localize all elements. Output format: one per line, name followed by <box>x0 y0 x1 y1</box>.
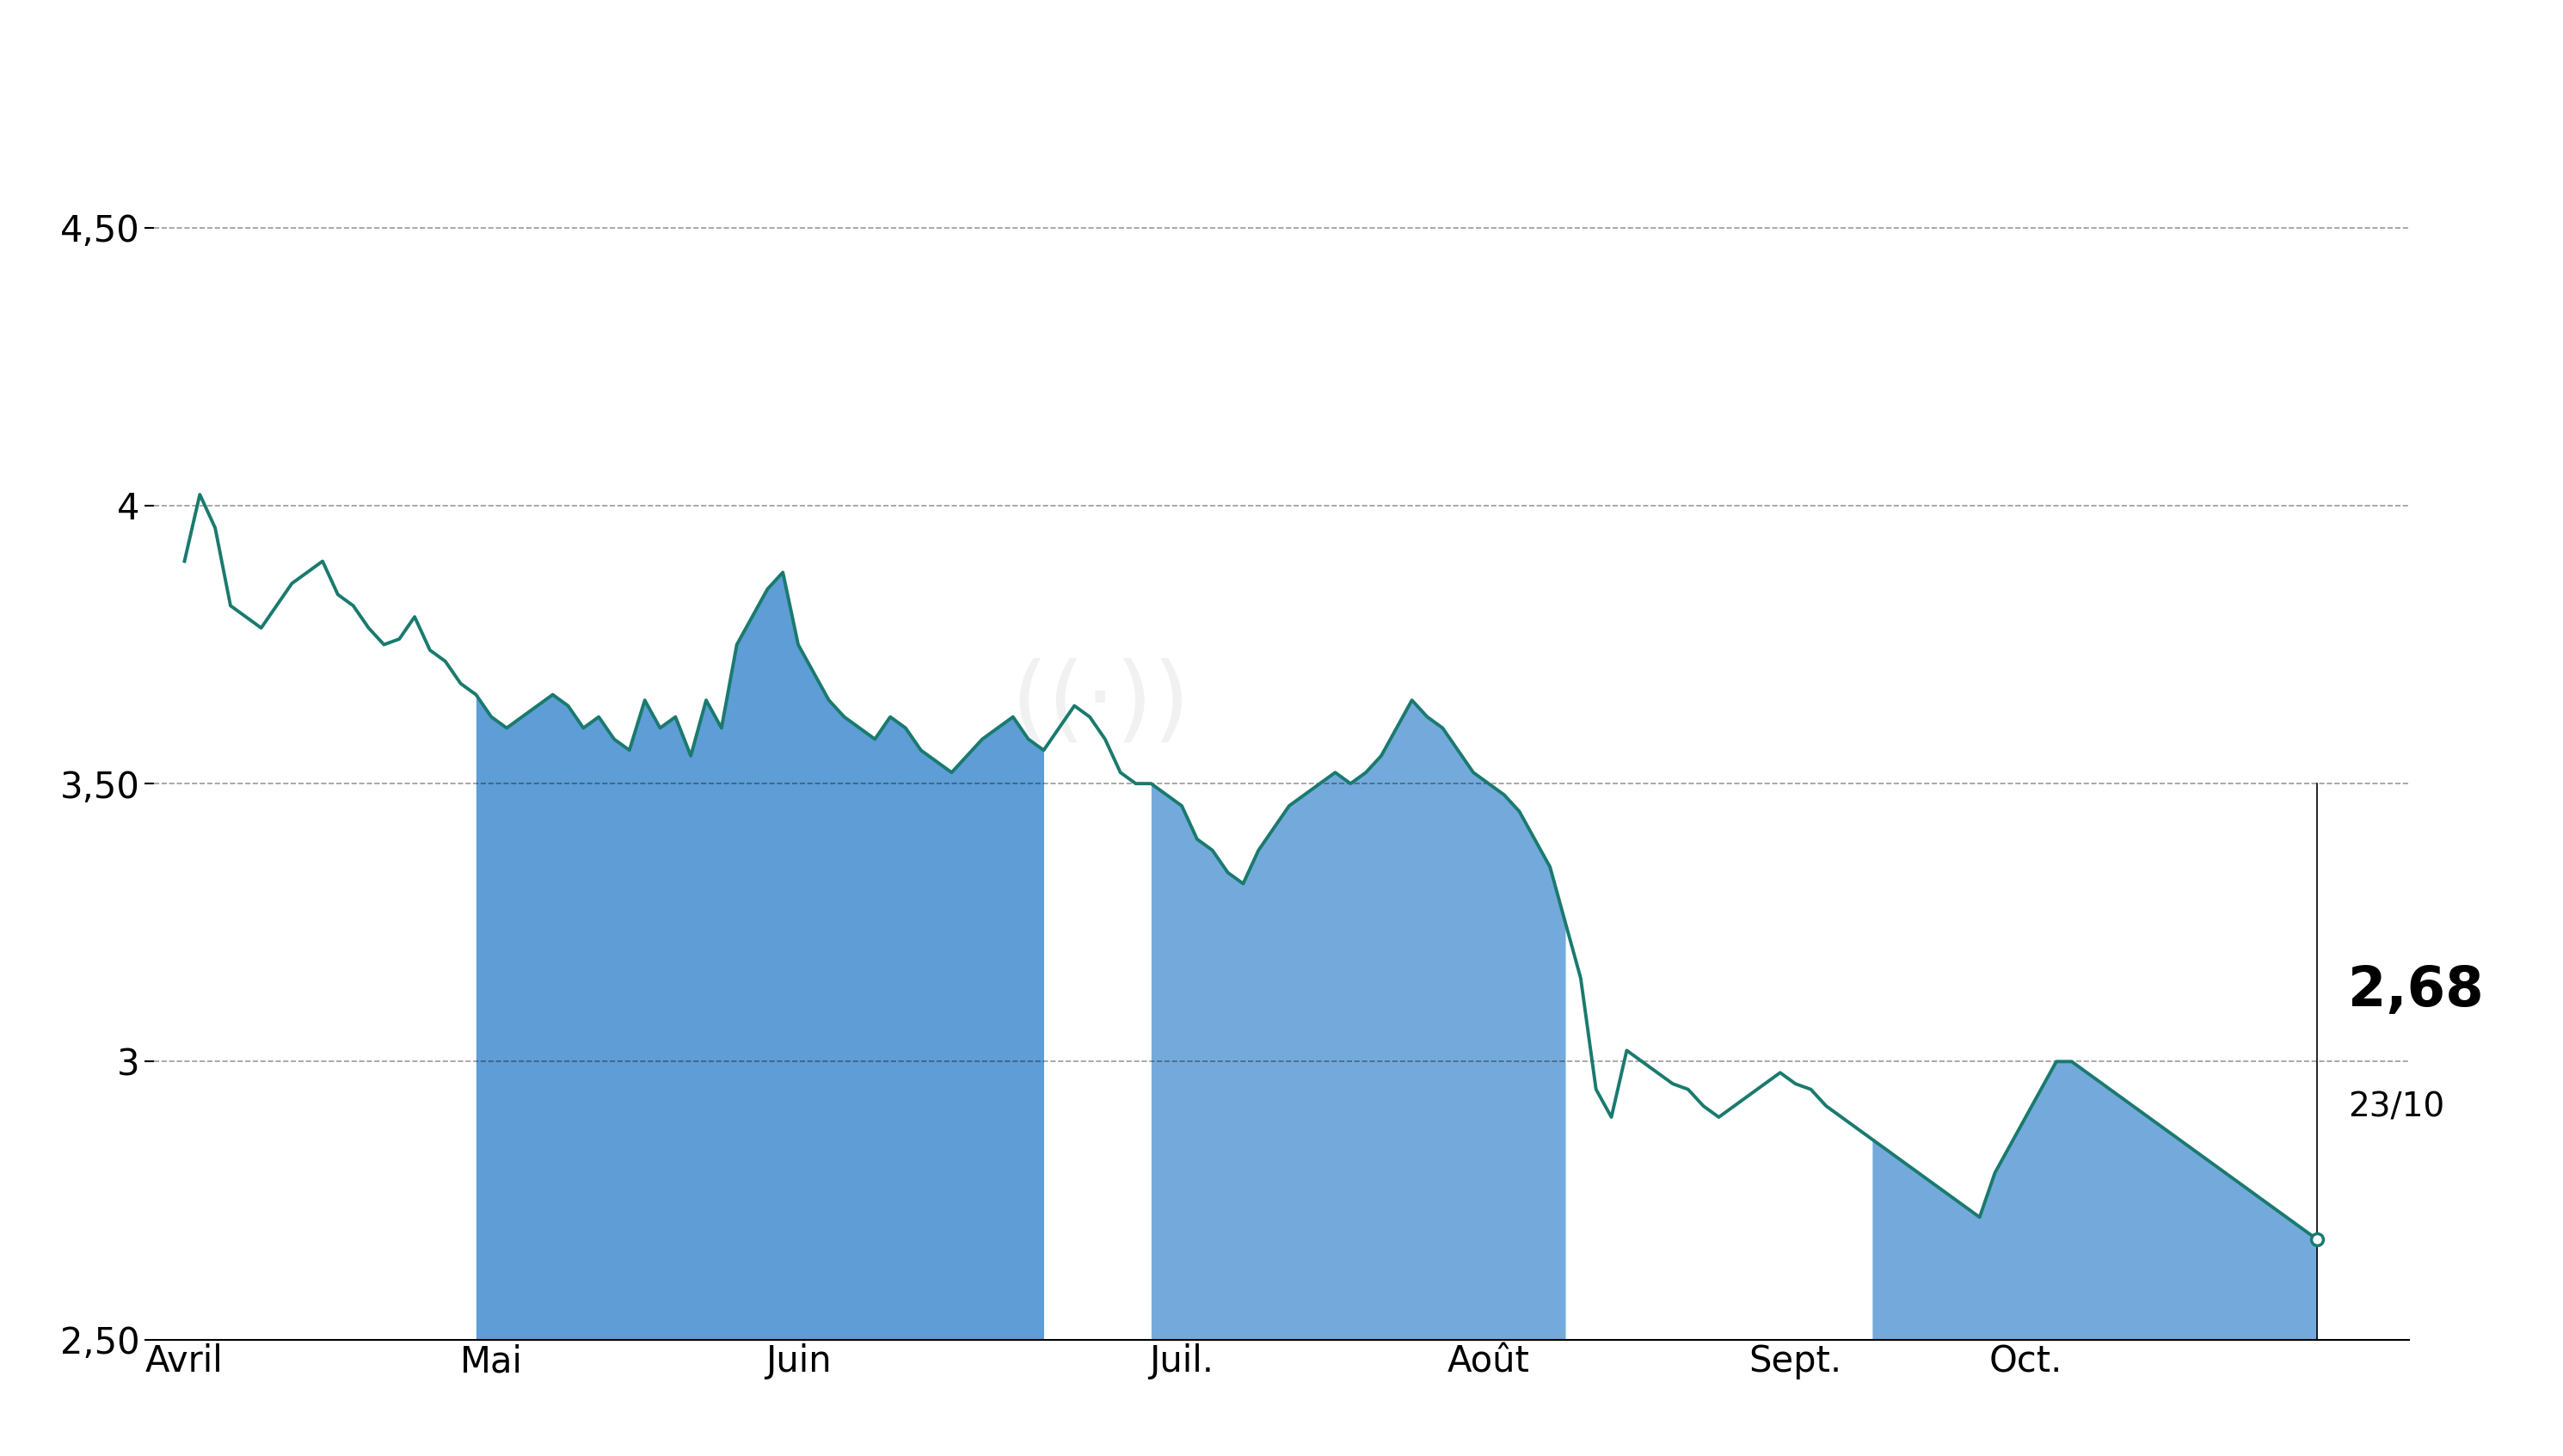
Text: InTiCa Systems SE: InTiCa Systems SE <box>897 29 1666 102</box>
Text: 23/10: 23/10 <box>2348 1092 2445 1124</box>
Text: ((·)): ((·)) <box>1012 658 1192 750</box>
Text: 2,68: 2,68 <box>2348 964 2484 1018</box>
